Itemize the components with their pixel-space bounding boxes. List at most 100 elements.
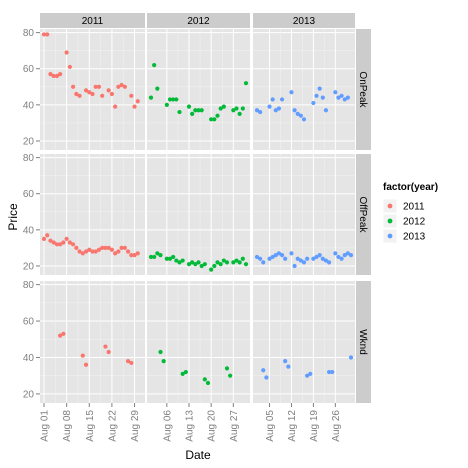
data-point [348,253,354,258]
data-point [171,254,176,260]
data-point [61,240,66,245]
data-point [158,253,163,258]
data-point [199,108,204,113]
y-tick-label: 60 [23,64,35,75]
data-point [320,256,325,261]
data-point [301,117,307,122]
data-point [283,359,288,364]
data-point [155,251,160,256]
data-point [183,369,188,375]
y-tick-label: 60 [23,189,35,200]
data-point [298,113,303,118]
data-point [113,251,118,256]
data-point [323,108,329,113]
data-point [314,254,319,260]
x-tick-label: Aug 13 [185,410,196,442]
data-point [171,97,176,102]
data-point [77,249,82,254]
data-point [103,344,108,349]
data-point [58,72,63,77]
data-point [100,93,105,98]
data-point [87,90,92,95]
data-point [202,262,207,267]
data-point [342,97,347,102]
data-point [326,369,332,375]
column-strip [40,13,145,28]
y-tick-label: 40 [23,100,35,111]
data-point [212,263,217,269]
data-point [289,90,294,95]
panels [40,29,355,403]
y-tick-label: 80 [23,280,35,291]
row-strip-label: OnPeak [357,71,368,108]
data-point [292,108,297,113]
data-point [125,359,131,364]
data-point [129,360,134,366]
data-point [311,256,316,261]
data-point [109,247,114,252]
data-point [116,249,121,254]
legend-label: 2013 [403,232,426,243]
data-point [74,245,79,251]
data-point [119,82,124,88]
data-point [190,111,195,116]
y-tick-label: 80 [23,28,35,39]
data-point [167,97,173,102]
data-point [152,254,157,260]
data-point [155,86,160,91]
data-point [129,93,134,98]
data-point [323,258,329,263]
y-tick-label: 20 [23,136,35,147]
data-point [106,88,111,93]
y-tick-label: 80 [23,153,35,164]
data-point [148,254,154,260]
row-strip-label: OffPeak [357,197,368,234]
legend-marker [387,218,393,224]
data-point [186,262,192,267]
facet-strips: 2011 2012 2013 OnPeak OffPeak Wknd [40,13,371,403]
data-point [342,253,347,258]
y-tick-label: 40 [23,225,35,236]
data-point [48,72,53,77]
panel-background [147,154,250,275]
legend-marker [387,233,393,239]
data-point [237,111,242,116]
legend: factor(year) 2011 2012 2013 [382,182,438,244]
data-point [193,108,198,113]
data-point [224,260,230,265]
data-point [125,249,131,254]
data-point [177,109,182,115]
data-point [83,362,89,367]
data-points [41,32,354,386]
data-point [270,254,275,260]
column-strip-label: 2012 [187,16,210,27]
data-point [333,251,338,256]
panel-background [40,29,145,150]
x-tick-label: Aug 29 [130,410,141,442]
data-point [209,117,214,122]
data-point [132,104,137,109]
data-point [87,247,92,252]
data-point [279,97,285,102]
data-point [80,251,85,256]
x-axis-title: Date [185,448,211,462]
data-point [164,256,169,261]
data-point [308,371,313,376]
data-point [224,366,230,371]
y-tick-label: 20 [23,261,35,272]
data-point [228,373,233,378]
x-tick-label: Aug 20 [207,410,218,442]
data-point [116,84,121,89]
data-point [205,380,211,386]
data-point [180,371,185,376]
x-tick-label: Aug 22 [107,410,118,442]
data-point [254,108,260,113]
data-point [273,108,278,113]
legend-title: factor(year) [383,182,438,193]
data-point [161,359,166,364]
row-strip [356,29,371,150]
legend-entries: 2011 2012 2013 [382,198,426,244]
data-point [71,242,76,247]
data-point [267,104,272,109]
data-point [132,253,137,258]
